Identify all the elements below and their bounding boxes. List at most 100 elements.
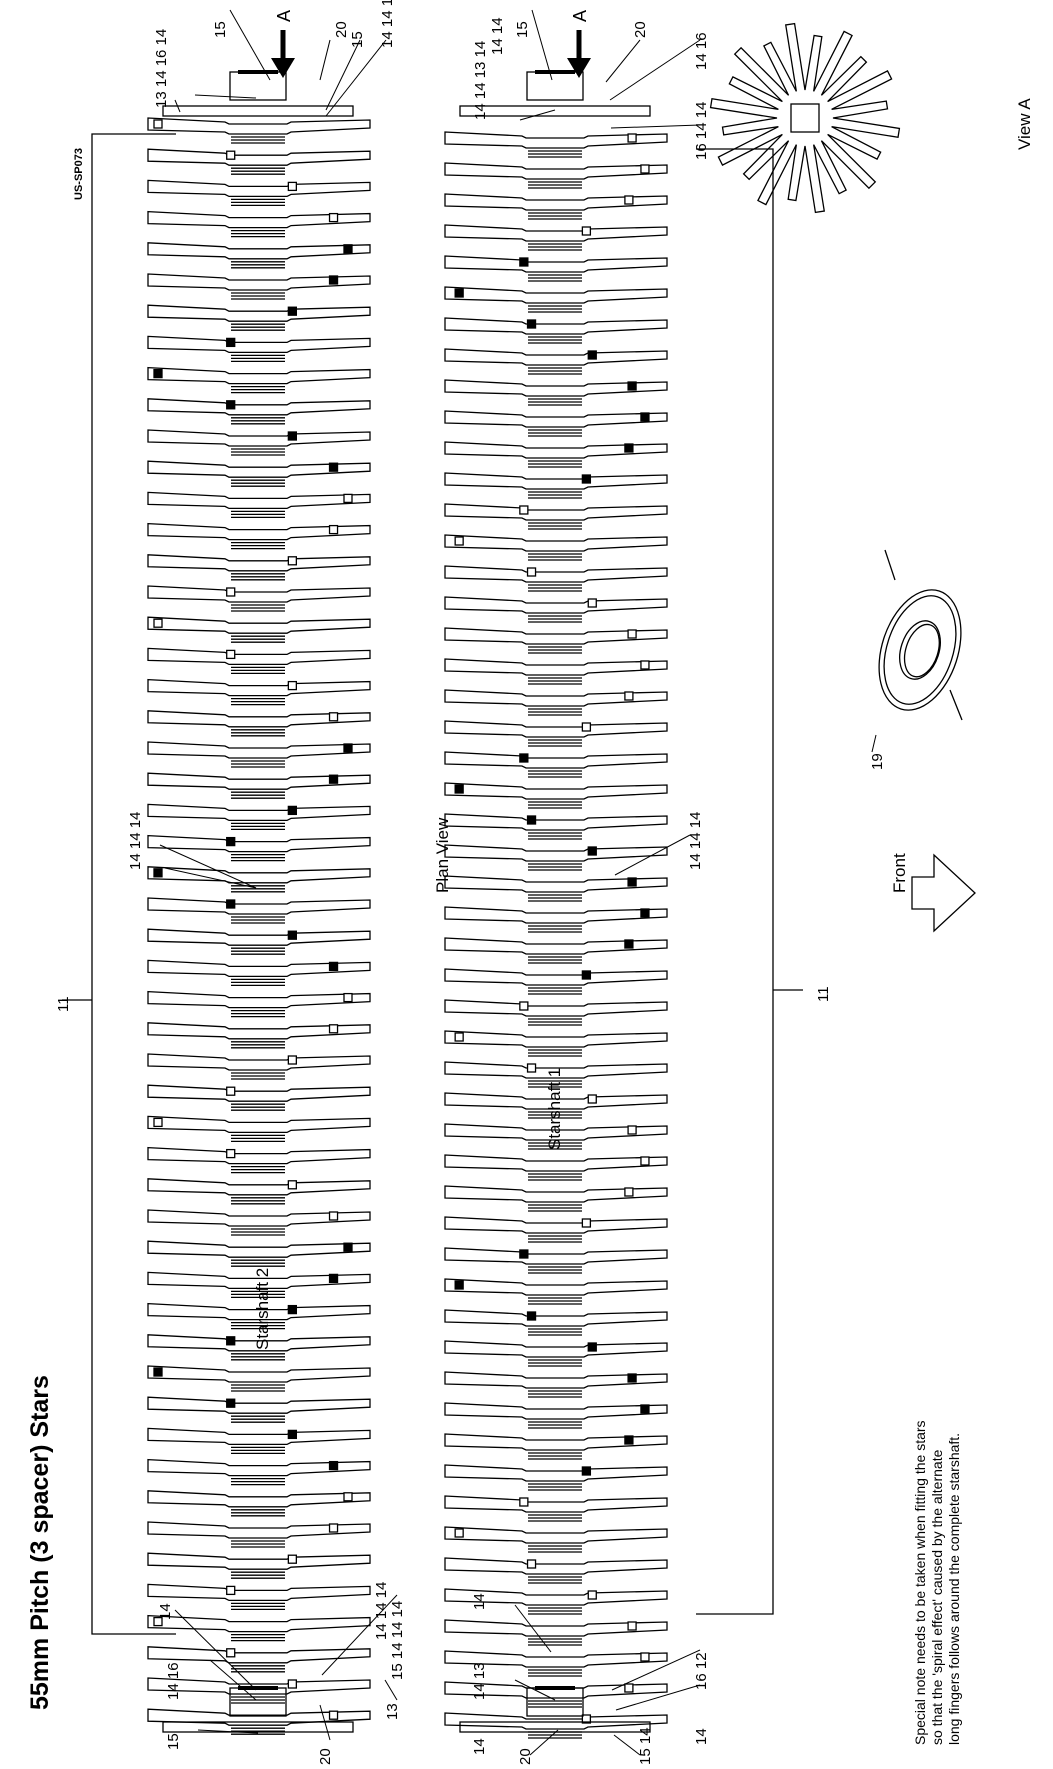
finger-marker — [343, 244, 353, 254]
star-disc — [147, 117, 371, 135]
star-disc — [147, 429, 371, 447]
star-disc — [147, 1552, 371, 1570]
finger-marker — [587, 846, 597, 856]
finger-marker — [581, 474, 592, 484]
star-disc — [444, 1526, 668, 1544]
finger-marker — [627, 1621, 637, 1631]
star-disc — [147, 585, 371, 603]
finger-marker — [226, 587, 236, 597]
star-disc — [147, 741, 371, 759]
finger-marker — [226, 337, 236, 348]
star-disc — [444, 1154, 668, 1172]
finger-marker — [640, 412, 650, 422]
finger-marker — [627, 1373, 637, 1383]
callout: 15 — [349, 31, 366, 48]
finger-marker — [519, 1001, 529, 1011]
finger-marker — [343, 1242, 353, 1252]
finger-marker — [624, 1683, 634, 1693]
finger-marker — [587, 1094, 597, 1104]
star-disc — [444, 1092, 668, 1110]
callout: 13 14 16 14 — [153, 29, 170, 108]
finger-marker — [328, 275, 339, 285]
finger-marker — [624, 443, 634, 453]
finger-marker — [624, 1187, 634, 1197]
finger-marker — [287, 431, 298, 441]
end-bearing-plate — [459, 1721, 651, 1733]
finger-marker — [454, 1032, 464, 1042]
star-disc — [444, 1216, 668, 1234]
finger-marker — [287, 181, 298, 192]
callout: 14 16 — [693, 32, 710, 70]
callout-part-19: 19 — [869, 753, 886, 770]
finger-marker — [226, 899, 236, 909]
star-disc — [444, 1495, 668, 1513]
star-disc — [444, 999, 668, 1017]
callout: 16 12 — [693, 1652, 710, 1690]
finger-marker — [328, 1024, 339, 1034]
finger-marker — [627, 1125, 637, 1135]
star-disc — [444, 1278, 668, 1296]
finger-marker — [153, 368, 163, 379]
star-disc — [147, 1115, 371, 1134]
star-disc — [147, 398, 371, 416]
front-label: Front — [890, 853, 909, 893]
view-a-label: View A — [1015, 98, 1034, 150]
star-disc — [444, 689, 668, 707]
finger-marker — [519, 1249, 529, 1259]
drawing-code: US-SP073 — [73, 148, 85, 200]
star-disc — [444, 379, 668, 397]
callout: 13 — [384, 1703, 401, 1720]
star-disc — [444, 658, 668, 676]
finger-marker — [526, 319, 537, 329]
finger-marker — [587, 598, 597, 608]
finger-marker — [587, 1590, 597, 1600]
callout: 14 14 14 — [687, 812, 704, 870]
finger-marker — [454, 536, 464, 546]
star-disc — [147, 1396, 371, 1414]
arrow-a-starshaft-1 — [567, 30, 591, 78]
finger-marker — [587, 350, 597, 360]
finger-marker — [627, 629, 637, 639]
callout: 20 — [632, 21, 649, 38]
star-disc — [147, 928, 371, 946]
finger-marker — [526, 815, 537, 825]
finger-marker — [226, 649, 236, 660]
finger-marker — [581, 1466, 592, 1476]
finger-marker — [519, 257, 529, 267]
callout: 14 14 14 15 — [379, 0, 396, 48]
finger-marker — [454, 1528, 464, 1538]
star-disc — [444, 1619, 668, 1637]
star-disc — [444, 1402, 668, 1420]
finger-marker — [287, 1304, 298, 1315]
star-disc — [147, 273, 371, 291]
finger-marker — [640, 908, 650, 918]
star-disc — [147, 1022, 371, 1040]
star-disc — [444, 286, 668, 304]
star-disc — [147, 1178, 371, 1196]
star-disc — [147, 366, 371, 385]
star-disc — [147, 1209, 371, 1227]
finger-marker — [226, 1148, 236, 1159]
star-disc — [444, 317, 668, 335]
star-disc — [147, 1490, 371, 1508]
finger-marker — [640, 1652, 650, 1662]
star-disc — [147, 304, 371, 322]
finger-marker — [640, 164, 650, 174]
callout: 14 14 14 — [373, 1582, 390, 1640]
star-disc — [147, 866, 371, 884]
star-disc — [147, 710, 371, 728]
finger-marker — [640, 1156, 650, 1166]
starshaft-1-label: Starshaft 1 — [545, 1068, 564, 1150]
star-disc — [444, 751, 668, 769]
star-disc — [444, 255, 668, 273]
star-disc — [444, 844, 668, 862]
star-disc — [444, 1185, 668, 1203]
star-disc — [147, 460, 371, 478]
finger-marker — [287, 930, 298, 940]
star-disc — [444, 1030, 668, 1048]
special-note: Special note needs to be taken when fitt… — [912, 1420, 962, 1745]
star-disc — [444, 937, 668, 955]
star-disc — [444, 1433, 668, 1451]
star-disc — [444, 1061, 668, 1079]
star-disc — [147, 647, 371, 666]
